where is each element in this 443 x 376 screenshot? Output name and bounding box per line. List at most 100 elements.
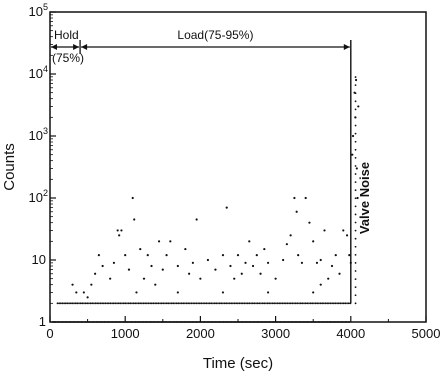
data-point — [191, 261, 194, 264]
data-point — [302, 321, 305, 323]
data-point — [339, 302, 342, 305]
data-point — [351, 134, 355, 138]
data-point — [255, 321, 257, 323]
y-tick-label: 103 — [29, 126, 48, 143]
data-point — [212, 302, 214, 305]
valve-noise-label: Valve Noise — [357, 162, 372, 234]
data-point — [348, 321, 351, 323]
data-point — [312, 240, 315, 243]
data-point — [183, 321, 186, 323]
data-point — [245, 321, 248, 323]
data-point — [191, 321, 194, 323]
data-point — [201, 321, 203, 323]
data-point — [357, 105, 360, 108]
data-point — [206, 321, 209, 323]
data-point — [102, 302, 105, 305]
data-point — [138, 321, 141, 323]
data-point — [95, 321, 98, 323]
data-point — [288, 302, 291, 305]
data-point — [198, 321, 201, 323]
arrowhead-left-icon — [51, 44, 57, 50]
data-point — [332, 302, 335, 305]
data-point — [354, 294, 357, 297]
data-point — [213, 302, 216, 305]
data-point — [117, 321, 119, 323]
data-point — [129, 302, 132, 305]
data-point — [257, 321, 260, 323]
data-point — [56, 302, 59, 305]
data-point — [195, 218, 198, 221]
arrowhead-right-icon — [343, 44, 350, 50]
data-point — [324, 321, 326, 323]
data-point — [163, 321, 165, 323]
data-point — [354, 237, 357, 240]
data-point — [109, 302, 112, 305]
data-point — [287, 321, 290, 323]
data-point — [71, 302, 74, 305]
data-point — [75, 321, 77, 323]
data-point — [215, 302, 218, 305]
data-point — [101, 264, 104, 268]
data-point — [203, 321, 206, 323]
data-point — [177, 302, 180, 305]
data-point — [195, 302, 198, 305]
data-point — [120, 229, 123, 232]
data-point — [106, 302, 109, 305]
data-point — [114, 321, 117, 323]
data-point — [327, 302, 330, 305]
x-tick-label: 3000 — [261, 326, 290, 341]
y-tick-label: 105 — [29, 2, 48, 19]
data-point — [188, 321, 191, 323]
data-point — [195, 321, 198, 323]
data-point — [285, 243, 288, 246]
data-point — [83, 321, 86, 323]
data-point — [142, 321, 145, 323]
x-axis-title: Time (sec) — [203, 355, 273, 372]
data-point — [97, 253, 100, 257]
data-point — [343, 321, 345, 323]
data-point — [225, 321, 228, 323]
data-point — [133, 218, 136, 221]
data-point — [248, 321, 251, 323]
data-point — [154, 302, 157, 305]
data-point — [184, 247, 187, 251]
data-point — [251, 321, 253, 323]
data-point — [326, 321, 329, 323]
data-point — [263, 321, 266, 323]
data-point — [281, 302, 284, 305]
data-point — [99, 302, 102, 305]
data-point — [131, 302, 133, 305]
data-point — [329, 321, 332, 323]
data-point — [276, 321, 279, 323]
arrowhead-left-icon — [81, 44, 88, 50]
data-point — [217, 302, 219, 305]
data-point — [177, 321, 180, 323]
data-point — [283, 321, 286, 323]
data-point — [354, 253, 357, 256]
data-point — [157, 240, 161, 243]
data-point — [192, 302, 195, 305]
data-point — [81, 302, 84, 305]
data-point — [274, 277, 277, 280]
data-point — [194, 321, 197, 323]
data-point — [221, 253, 225, 257]
data-point — [109, 277, 112, 280]
data-point — [336, 321, 339, 323]
data-point — [354, 278, 357, 280]
data-point — [354, 229, 357, 232]
data-point — [91, 302, 94, 305]
data-point — [173, 321, 176, 323]
data-point — [88, 321, 91, 323]
data-point — [354, 84, 357, 87]
data-point — [316, 321, 318, 323]
data-point — [182, 302, 185, 305]
data-point — [293, 321, 295, 323]
data-point — [214, 268, 217, 271]
data-point — [213, 321, 215, 323]
data-point — [226, 321, 229, 323]
data-point — [271, 302, 274, 305]
data-point — [233, 321, 236, 323]
data-point — [176, 321, 179, 323]
data-point — [103, 321, 106, 323]
